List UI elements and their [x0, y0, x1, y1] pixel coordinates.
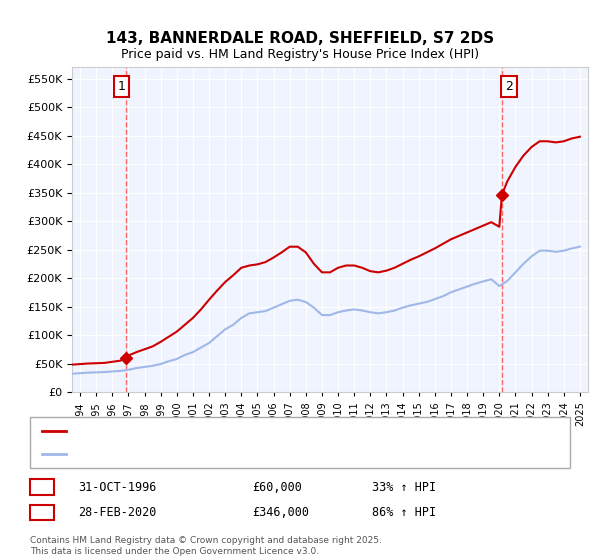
Text: 1: 1 [38, 480, 46, 494]
Text: 31-OCT-1996: 31-OCT-1996 [78, 480, 157, 494]
Text: Price paid vs. HM Land Registry's House Price Index (HPI): Price paid vs. HM Land Registry's House … [121, 48, 479, 60]
Text: 2: 2 [38, 506, 46, 519]
Text: 33% ↑ HPI: 33% ↑ HPI [372, 480, 436, 494]
Text: 143, BANNERDALE ROAD, SHEFFIELD, S7 2DS: 143, BANNERDALE ROAD, SHEFFIELD, S7 2DS [106, 31, 494, 46]
Text: £60,000: £60,000 [252, 480, 302, 494]
Text: 28-FEB-2020: 28-FEB-2020 [78, 506, 157, 519]
Text: 143, BANNERDALE ROAD, SHEFFIELD, S7 2DS (semi-detached house): 143, BANNERDALE ROAD, SHEFFIELD, S7 2DS … [72, 426, 433, 436]
Text: £346,000: £346,000 [252, 506, 309, 519]
Text: Contains HM Land Registry data © Crown copyright and database right 2025.
This d: Contains HM Land Registry data © Crown c… [30, 536, 382, 556]
Text: HPI: Average price, semi-detached house, Sheffield: HPI: Average price, semi-detached house,… [72, 449, 340, 459]
Text: 86% ↑ HPI: 86% ↑ HPI [372, 506, 436, 519]
Text: 2: 2 [505, 80, 513, 93]
Text: 1: 1 [118, 80, 125, 93]
